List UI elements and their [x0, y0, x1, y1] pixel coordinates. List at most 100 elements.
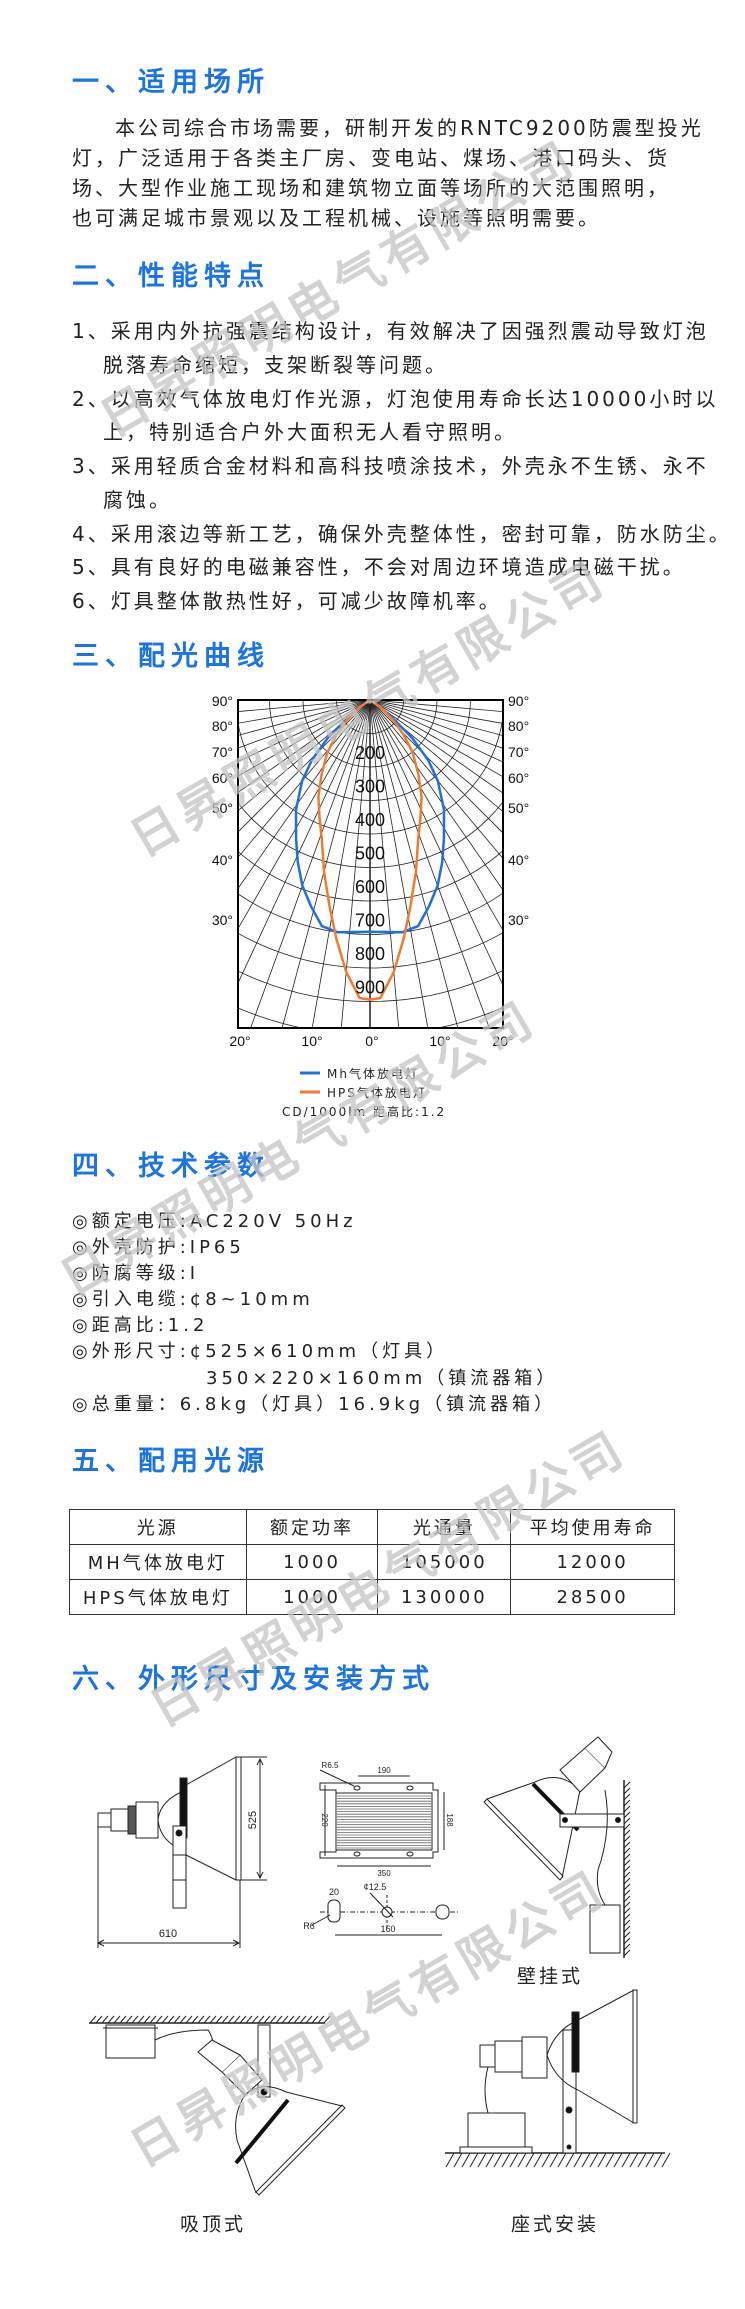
radial-tick-label: 400 — [355, 810, 385, 830]
hatch-line — [557, 2152, 567, 2168]
right-angle-label: 80° — [508, 718, 529, 734]
dimension-220: 220 — [320, 1813, 329, 1827]
grid-radial-line — [369, 700, 490, 1028]
legend-label-mh: Mh气体放电灯 — [327, 1067, 419, 1081]
param-dimensions: ◎外形尺寸:¢525×610mm（灯具） — [72, 1341, 449, 1363]
feature-item-5: 5、具有良好的电磁兼容性，不会对周边环境造成电磁干扰。 — [72, 555, 686, 580]
feature-item-6: 6、灯具整体散热性好，可减少故障机率。 — [72, 589, 502, 613]
hatch-line — [143, 2015, 151, 2024]
hatch-line — [251, 2015, 259, 2024]
chart-frame — [237, 699, 504, 1029]
hatch-line — [275, 2015, 283, 2024]
left-angle-label: 80° — [212, 718, 233, 734]
dimension-20: 20 — [329, 1887, 339, 1897]
hatch-line — [533, 2152, 543, 2168]
hatch-line — [623, 1865, 631, 1873]
hatch-line — [623, 1907, 631, 1915]
hatch-line — [305, 2015, 313, 2024]
hatch-line — [597, 2152, 607, 2168]
grid-radial-line — [238, 700, 371, 762]
hatch-line — [269, 2015, 277, 2024]
radial-tick-label: 800 — [355, 944, 385, 964]
param-anticorrosion: ◎防腐等级:Ⅰ — [72, 1263, 200, 1285]
right-angle-label: 50° — [508, 800, 529, 816]
hatch-line — [317, 2015, 325, 2024]
radial-tick-label: 300 — [355, 777, 385, 797]
feature-item-4: 4、采用滚边等新工艺，确保外壳整体性，密封可靠，防水防尘。 — [72, 521, 732, 546]
paragraph-line: 也可满足城市景观以及工程机械、设施等照明需要。 — [72, 206, 601, 230]
grid-radial-line — [238, 700, 371, 812]
hatch-line — [227, 2015, 235, 2024]
hatch-line — [485, 2152, 495, 2168]
grid-radial-line — [369, 700, 503, 737]
cell: MH气体放电灯 — [69, 1544, 247, 1580]
hatch-line — [493, 2152, 503, 2168]
hatch-line — [621, 2152, 631, 2168]
hatch-line — [281, 2015, 289, 2024]
hatch-line — [623, 1859, 631, 1867]
right-angle-label: 90° — [508, 693, 529, 709]
grid-radial-line — [369, 700, 503, 713]
hatch-line — [257, 2015, 265, 2024]
hatch-line — [517, 2152, 527, 2168]
radial-tick-label: 500 — [355, 844, 385, 864]
hatch-line — [623, 1895, 631, 1903]
hatch-line — [101, 2015, 109, 2024]
dimension-r6-5: R6.5 — [322, 1761, 339, 1770]
param-voltage: ◎额定电压:AC220V 50Hz — [72, 1211, 357, 1232]
hatch-line — [623, 1931, 631, 1939]
grid-radial-line — [311, 700, 371, 1028]
right-angle-label: 60° — [508, 770, 529, 786]
feature-item-2: 2、以高效气体放电灯作光源，灯泡使用寿命长达10000小时以 — [72, 386, 719, 411]
hatch-line — [589, 2152, 599, 2168]
dimension-r6: R6 — [303, 1921, 315, 1931]
hatch-line — [573, 2152, 583, 2168]
cell: HPS气体放电灯 — [69, 1579, 247, 1615]
hatch-line — [623, 1949, 631, 1957]
section-title-application: 一、适用场所 — [72, 67, 270, 98]
grid-radial-line — [238, 700, 371, 833]
hatch-line — [239, 2015, 247, 2024]
hatch-line — [623, 1937, 631, 1945]
legend-label-hps: HPS气体放电灯 — [327, 1086, 427, 1100]
hatch-line — [461, 2152, 471, 2168]
grid-radial-line — [250, 700, 371, 1028]
hatch-line — [623, 1883, 631, 1891]
hatch-line — [263, 2015, 271, 2024]
cell: 1000 — [245, 1544, 379, 1580]
hatch-line — [311, 2015, 319, 2024]
hatch-line — [623, 1889, 631, 1897]
hatch-line — [161, 2015, 169, 2024]
section-title-tech-params: 四、技术参数 — [72, 1151, 270, 1182]
grid-radial-line — [369, 700, 400, 1028]
paragraph-line: 场、大型作业施工现场和建筑物立面等场所的大范围照明， — [72, 176, 670, 200]
hatch-line — [623, 1829, 631, 1837]
feature-item-1: 1、采用内外抗强震结构设计，有效解决了因强烈震动导致灯泡 — [72, 319, 709, 343]
grid-radial-line — [238, 700, 371, 777]
application-paragraph: 本公司综合市场需要，研制开发的RNTC9200防震型投光 灯，广泛适用于各类主厂… — [72, 113, 704, 233]
paragraph-line: 本公司综合市场需要，研制开发的RNTC9200防震型投光 — [115, 116, 704, 140]
table-row: HPS气体放电灯 1000 130000 28500 — [69, 1579, 675, 1615]
header-cell: 平均使用寿命 — [510, 1509, 675, 1545]
table-row: MH气体放电灯 1000 105000 12000 — [69, 1544, 675, 1580]
grid-radial-line — [238, 700, 371, 736]
hatch-line — [623, 1793, 631, 1801]
hatch-line — [541, 2152, 551, 2168]
param-dimensions-ballast: 350×220×160mm（镇流器箱） — [206, 1367, 559, 1389]
hatch-line — [623, 1913, 631, 1921]
hatch-line — [155, 2015, 163, 2024]
hatch-line — [613, 2152, 623, 2168]
hatch-line — [95, 2015, 103, 2024]
dimension-525: 525 — [247, 1811, 259, 1829]
dimension-350: 350 — [377, 1869, 391, 1878]
light-source-table: 光源 额定功率 光通量 平均使用寿命 MH气体放电灯 1000 105000 1… — [69, 1509, 675, 1615]
radial-tick-label: 600 — [355, 877, 385, 897]
dimension-phi-12-5: ¢12.5 — [364, 1882, 387, 1892]
bottom-angle-label: 10° — [301, 1033, 322, 1049]
hatch-line — [525, 2152, 535, 2168]
hatch-line — [501, 2152, 511, 2168]
ceiling-mount-drawing — [89, 2015, 346, 2196]
grid-radial-line — [238, 700, 371, 985]
left-angle-label: 50° — [212, 800, 233, 816]
dimension-188: 188 — [445, 1813, 454, 1827]
